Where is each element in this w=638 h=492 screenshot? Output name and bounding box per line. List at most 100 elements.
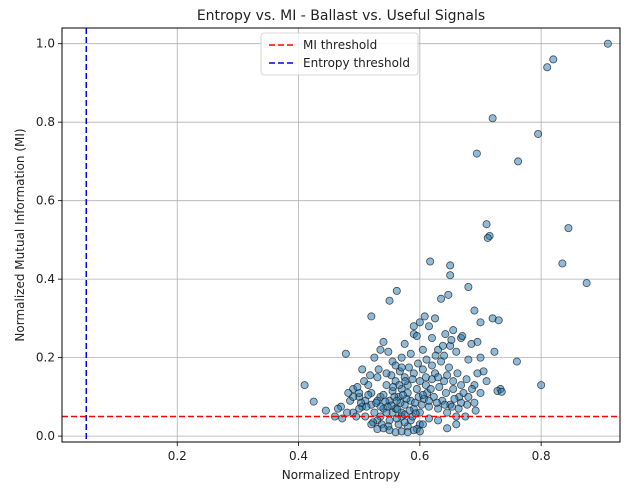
scatter-point: [453, 369, 462, 378]
legend: MI threshold Entropy threshold: [260, 32, 419, 76]
scatter-point: [434, 373, 443, 382]
scatter-point: [333, 404, 342, 413]
plot-frame: [61, 27, 621, 443]
scatter-point: [392, 286, 401, 295]
legend-box: [260, 32, 419, 76]
scatter-point: [564, 224, 573, 233]
scatter-point: [367, 420, 376, 429]
scatter-point: [418, 345, 427, 354]
scatter-point: [482, 220, 491, 229]
scatter-point: [537, 381, 546, 390]
legend-label: Entropy threshold: [303, 56, 410, 70]
axis-ticks: 0.2 0.4 0.6 0.8 0.0 0.2 0.4 0.6 0.8 1.0: [36, 37, 551, 463]
scatter-point: [404, 363, 413, 372]
scatter-point: [458, 332, 467, 341]
scatter-point: [449, 385, 458, 394]
scatter-point: [432, 398, 441, 407]
scatter-point: [357, 398, 366, 407]
scatter-point: [414, 359, 423, 368]
scatter-point: [449, 326, 458, 335]
scatter-point: [372, 398, 381, 407]
scatter-point: [415, 318, 424, 327]
scatter-point: [427, 361, 436, 370]
scatter-point: [452, 420, 461, 429]
scatter-point: [426, 385, 435, 394]
y-tick-label: 0.4: [36, 272, 55, 286]
scatter-point: [360, 377, 369, 386]
scatter-point: [393, 405, 402, 414]
x-tick-label: 0.6: [410, 449, 429, 463]
scatter-point: [464, 282, 473, 291]
scatter-point: [389, 383, 398, 392]
scatter-point: [434, 416, 443, 425]
x-tick-label: 0.2: [168, 449, 187, 463]
scatter-point: [534, 129, 543, 138]
scatter-point: [358, 365, 367, 374]
scatter-point: [441, 330, 450, 339]
scatter-point: [494, 316, 503, 325]
scatter-point: [464, 392, 473, 401]
scatter-point: [385, 296, 394, 305]
y-axis-label: Normalized Mutual Information (MI): [13, 128, 27, 341]
scatter-point: [446, 261, 455, 270]
scatter-point: [408, 375, 417, 384]
scatter-point: [415, 377, 424, 386]
scatter-point: [409, 322, 418, 331]
scatter-point: [437, 357, 446, 366]
scatter-point: [344, 388, 353, 397]
scatter-point: [512, 357, 521, 366]
x-tick-label: 0.8: [532, 449, 551, 463]
scatter-point: [470, 306, 479, 315]
y-tick-label: 0.0: [36, 429, 55, 443]
scatter-point: [558, 259, 567, 268]
scatter-point: [373, 425, 382, 434]
scatter-point: [476, 353, 485, 362]
scatter-point: [435, 383, 444, 392]
scatter-point: [490, 347, 499, 356]
scatter-point: [418, 365, 427, 374]
scatter-point: [440, 400, 449, 409]
scatter-point: [321, 406, 330, 415]
scatter-point: [406, 349, 415, 358]
scatter-point: [457, 381, 466, 390]
scatter-point: [443, 408, 452, 417]
scatter-point: [476, 388, 485, 397]
scatter-point: [543, 63, 552, 72]
scatter-point: [400, 339, 409, 348]
scatter-points: [300, 39, 612, 437]
scatter-point: [400, 418, 409, 427]
scatter-point: [415, 427, 424, 436]
scatter-point: [379, 390, 388, 399]
scatter-point: [370, 353, 379, 362]
scatter-point: [398, 390, 407, 399]
scatter-point: [384, 347, 393, 356]
scatter-point: [468, 385, 477, 394]
scatter-point: [376, 345, 385, 354]
scatter-point: [418, 390, 427, 399]
scatter-point: [438, 341, 447, 350]
scatter-point: [353, 383, 362, 392]
scatter-point: [418, 420, 427, 429]
scatter-point: [412, 385, 421, 394]
scatter-point: [471, 406, 480, 415]
scatter-point: [362, 402, 371, 411]
scatter-point: [444, 290, 453, 299]
scatter-point: [420, 312, 429, 321]
scatter-point: [364, 390, 373, 399]
y-tick-label: 1.0: [36, 37, 55, 51]
scatter-point: [426, 257, 435, 266]
scatter-point: [462, 375, 471, 384]
scatter-point: [437, 294, 446, 303]
scatter-point: [447, 335, 456, 344]
scatter-point: [343, 408, 352, 417]
scatter-point: [382, 381, 391, 390]
scatter-point: [382, 369, 391, 378]
chart-title: Entropy vs. MI - Ballast vs. Useful Sign…: [197, 8, 485, 24]
scatter-point: [309, 397, 318, 406]
scatter-point: [514, 157, 523, 166]
grid-lines: [62, 28, 620, 442]
scatter-point: [427, 334, 436, 343]
scatter-point: [452, 347, 461, 356]
scatter-point: [431, 351, 440, 360]
